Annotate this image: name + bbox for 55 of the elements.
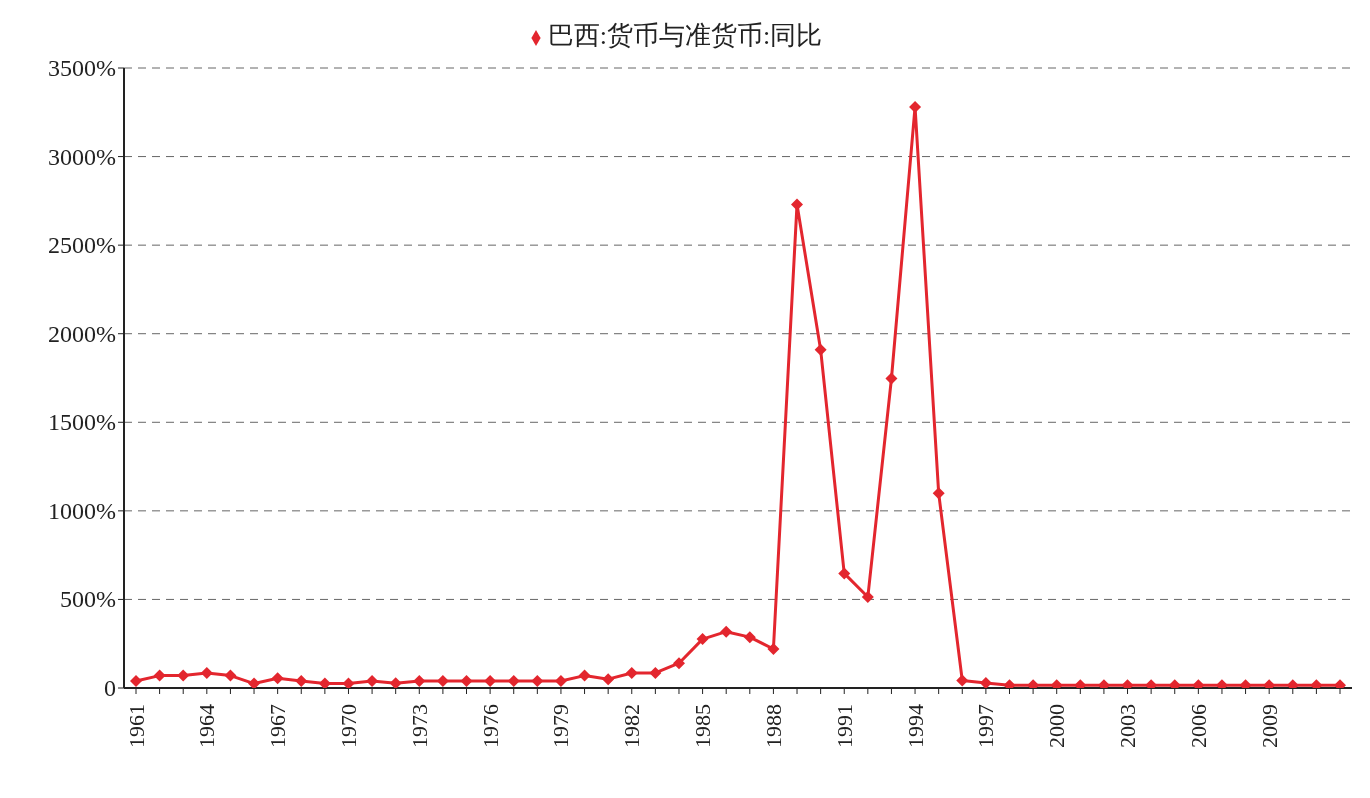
point: [578, 669, 591, 682]
point: [956, 674, 969, 687]
point: [791, 198, 804, 211]
point: [318, 677, 331, 688]
point: [295, 674, 308, 687]
y-tick-label: 3500%: [48, 55, 116, 81]
x-tick-label: 1985: [690, 704, 716, 748]
point: [932, 487, 945, 500]
point: [743, 631, 756, 644]
y-tick-label: 0: [104, 675, 116, 701]
point: [531, 674, 544, 687]
y-tick-label: 1000%: [48, 497, 116, 524]
point: [413, 674, 426, 687]
point: [625, 666, 638, 679]
point: [909, 100, 922, 113]
x-tick-label: 2003: [1115, 704, 1141, 748]
x-tick-label: 1979: [548, 704, 574, 748]
point: [224, 669, 237, 682]
y-tick-label: 2000%: [48, 320, 116, 347]
point: [838, 567, 851, 580]
point: [885, 372, 898, 385]
point: [696, 633, 709, 646]
y-tick-label: 500%: [60, 586, 116, 613]
point: [389, 677, 402, 688]
x-tick-label: 1964: [194, 704, 220, 748]
x-tick-label: 1976: [477, 704, 503, 748]
point: [602, 673, 615, 686]
x-tick-label: 1970: [335, 704, 361, 748]
x-tick-label: 2006: [1185, 704, 1211, 748]
point: [200, 666, 213, 679]
x-tick-label: 1997: [973, 704, 999, 748]
y-tick-label: 1500%: [48, 409, 116, 436]
y-tick-label: 3000%: [48, 143, 116, 170]
legend-label: 巴西:货币与准货币:同比: [547, 21, 823, 50]
point: [814, 343, 827, 356]
point: [672, 657, 685, 670]
x-tick-label: 2009: [1256, 704, 1282, 748]
point: [248, 677, 261, 688]
point: [720, 625, 733, 638]
y-tick-label: 2500%: [48, 232, 116, 259]
point: [460, 674, 473, 687]
point: [979, 677, 992, 688]
x-tick-label: 1994: [902, 704, 928, 748]
point: [649, 666, 662, 679]
x-tick-label: 1967: [265, 704, 291, 748]
point: [767, 643, 780, 656]
x-tick-label: 1961: [123, 704, 149, 748]
x-tick-label: 1982: [619, 704, 645, 748]
x-tick-label: 1991: [831, 704, 857, 748]
point: [130, 674, 142, 687]
x-tick-label: 2000: [1044, 704, 1070, 748]
x-tick-label: 1973: [406, 704, 432, 748]
point: [177, 669, 190, 682]
x-tick-label: 1988: [760, 704, 786, 748]
point: [271, 672, 284, 685]
